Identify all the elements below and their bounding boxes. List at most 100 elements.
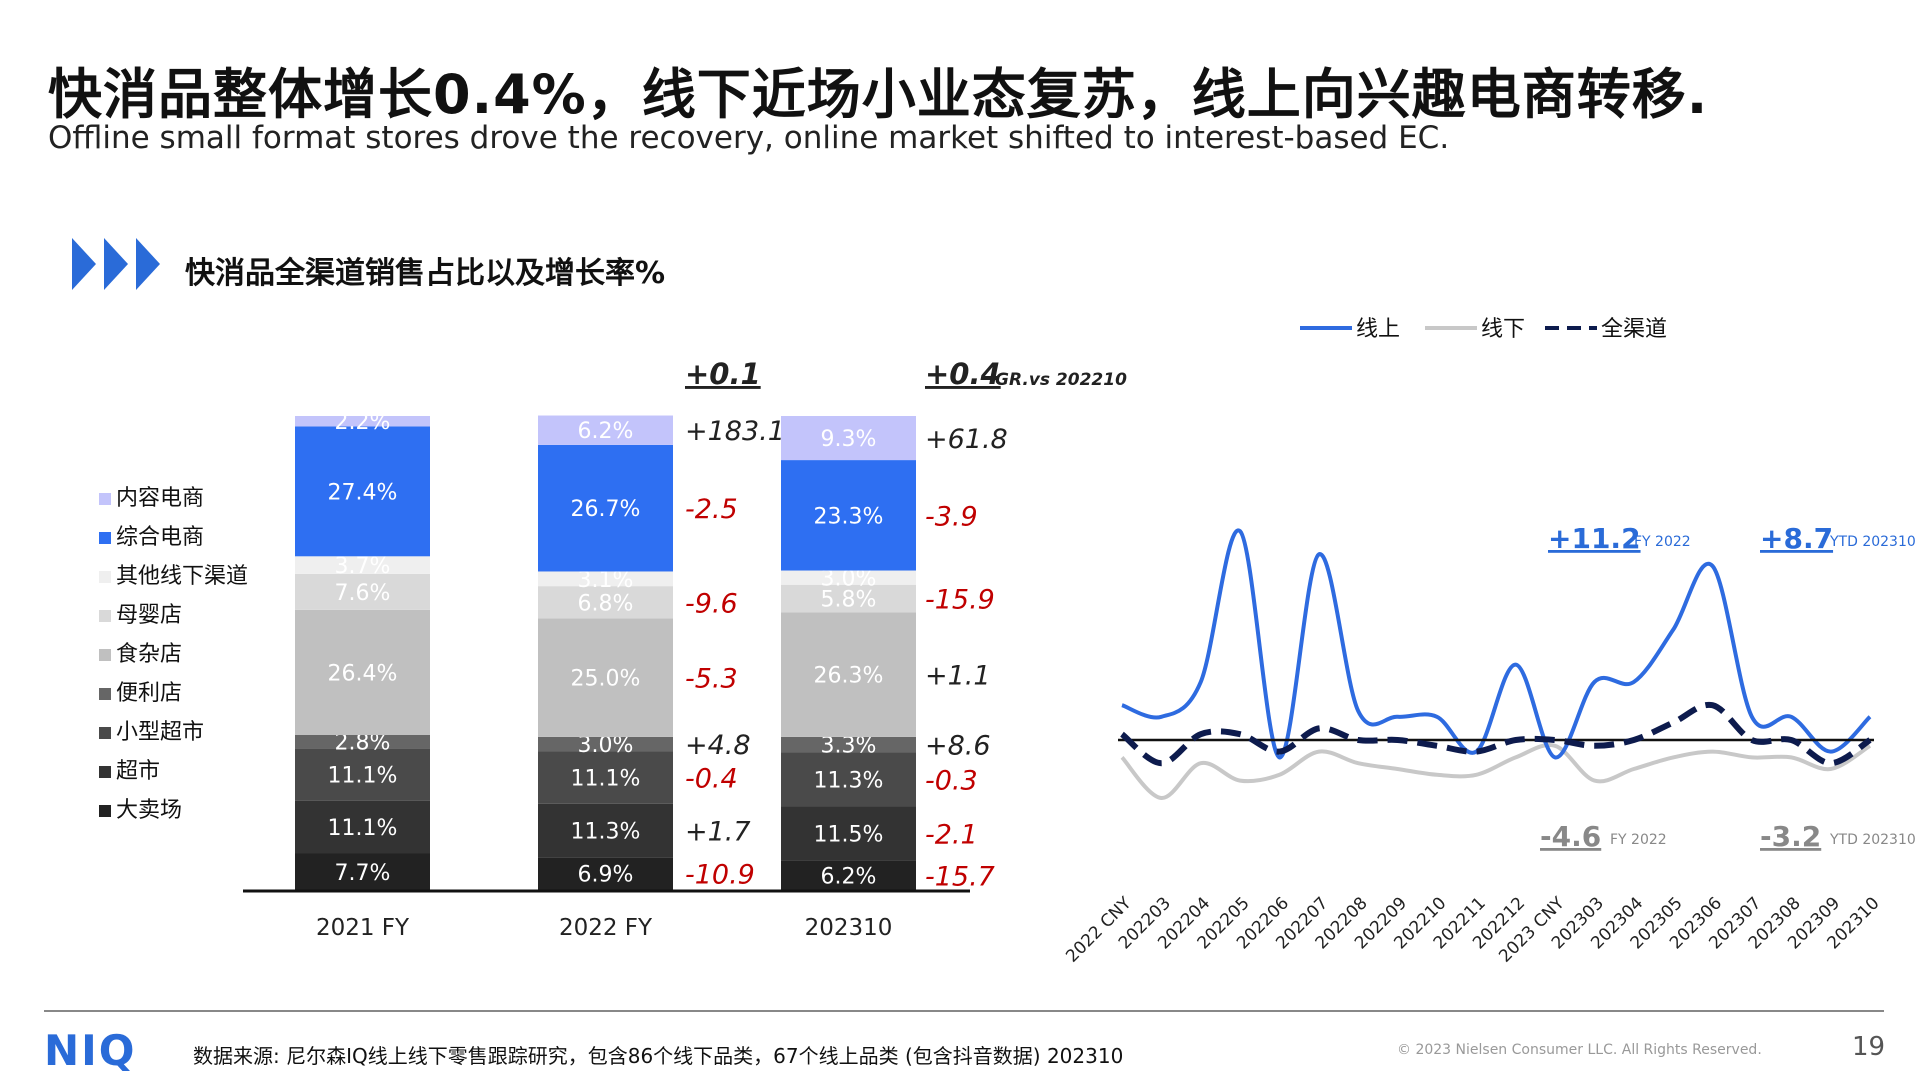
growth-label: +8.6	[925, 731, 991, 762]
legend-label: 食杂店	[116, 642, 182, 667]
legend-label: 母婴店	[116, 603, 182, 628]
bar-segment-0-1	[295, 800, 430, 854]
bar-segment-0-3	[295, 735, 430, 749]
bar-data-label: 6.2%	[821, 864, 877, 889]
growth-label: +1.1	[925, 661, 991, 692]
annotation-note: FY 2022	[1634, 534, 1691, 550]
bar-segment-1-8	[538, 415, 673, 445]
bar-data-label: 6.8%	[578, 591, 634, 616]
bar-segment-2-1	[781, 806, 916, 861]
bar-segment-2-0	[781, 860, 916, 890]
bar-data-label: 26.4%	[328, 661, 398, 686]
bar-segment-2-7	[781, 460, 916, 571]
copyright: © 2023 Nielsen Consumer LLC. All Rights …	[1397, 1042, 1762, 1058]
x-tick-label: 2021 FY	[316, 915, 410, 941]
bar-data-label: 11.1%	[328, 816, 398, 841]
legend-label: 便利店	[116, 681, 182, 706]
x-tick-label: 202310	[805, 915, 893, 941]
total-growth-label: +0.4	[925, 357, 1001, 391]
annotation-value: +8.7	[1760, 522, 1833, 555]
total-growth-note: GR.vs 202210	[995, 370, 1127, 390]
growth-label: -2.1	[925, 819, 978, 850]
growth-label: -2.5	[685, 494, 738, 525]
total-growth-label: +0.1	[685, 357, 761, 391]
annotation-note: FY 2022	[1610, 832, 1667, 848]
legend-label: 小型超市	[116, 720, 204, 745]
bar-data-label: 23.3%	[814, 504, 884, 529]
legend-swatch	[99, 571, 111, 583]
stacked-bar-chart: 7.7%11.1%11.1%2.8%26.4%7.6%3.7%27.4%2.2%…	[99, 357, 1127, 941]
bar-data-label: 7.7%	[335, 861, 391, 886]
growth-label: -10.9	[685, 860, 755, 891]
bar-segment-1-6	[538, 571, 673, 587]
growth-label: +1.7	[685, 817, 751, 848]
bar-segment-0-5	[295, 573, 430, 610]
legend-label: 大卖场	[116, 798, 182, 823]
series-line-offline	[1120, 742, 1872, 800]
growth-label: +4.8	[685, 730, 751, 761]
legend-label: 内容电商	[116, 486, 204, 511]
bar-segment-2-3	[781, 736, 916, 753]
bar-segment-0-7	[295, 426, 430, 557]
legend-label: 线下	[1481, 317, 1525, 342]
x-tick-label: 2022 FY	[559, 915, 653, 941]
annotation-value: -3.2	[1760, 820, 1821, 853]
bar-segment-2-6	[781, 570, 916, 585]
footer-divider	[44, 1010, 1884, 1012]
legend-label: 综合电商	[116, 525, 204, 550]
growth-label: -5.3	[685, 664, 738, 695]
bar-data-label: 9.3%	[821, 427, 877, 452]
bar-segment-1-5	[538, 586, 673, 619]
series-line-online	[1121, 528, 1872, 760]
bar-segment-0-8	[295, 416, 430, 427]
bar-data-label: 11.1%	[328, 764, 398, 789]
bar-data-label: 11.3%	[571, 820, 641, 845]
legend-swatch	[99, 493, 111, 505]
bar-data-label: 7.6%	[335, 581, 391, 606]
bar-data-label: 27.4%	[328, 480, 398, 505]
bar-data-label: 3.3%	[821, 734, 877, 759]
page-number: 19	[1852, 1032, 1886, 1062]
bar-data-label: 26.7%	[571, 497, 641, 522]
bar-segment-1-2	[538, 751, 673, 804]
annotation-value: +11.2	[1548, 522, 1641, 555]
bar-segment-1-1	[538, 803, 673, 858]
page-title: 快消品整体增长0.4%，线下近场小业态复苏，线上向兴趣电商转移.	[48, 63, 1709, 126]
legend-swatch	[99, 727, 111, 739]
bar-segment-1-7	[538, 444, 673, 572]
bar-data-label: 25.0%	[571, 667, 641, 692]
bar-segment-1-4	[538, 618, 673, 737]
bar-segment-0-2	[295, 748, 430, 801]
bar-data-label: 6.2%	[578, 419, 634, 444]
bar-segment-1-0	[538, 857, 673, 890]
bar-data-label: 3.0%	[821, 567, 877, 592]
section-title: 快消品全渠道销售占比以及增长率%	[185, 256, 666, 291]
legend-swatch	[99, 805, 111, 817]
bar-segment-0-4	[295, 609, 430, 736]
bar-segment-1-3	[538, 736, 673, 752]
legend-label: 全渠道	[1601, 317, 1667, 342]
page-subtitle: Offline small format stores drove the re…	[48, 120, 1450, 156]
bar-data-label: 5.8%	[821, 587, 877, 612]
bar-data-label: 6.9%	[578, 863, 634, 888]
bar-segment-2-2	[781, 752, 916, 807]
bar-data-label: 26.3%	[814, 664, 884, 689]
legend-label: 超市	[116, 759, 160, 784]
legend-swatch	[99, 766, 111, 778]
growth-label: -15.9	[925, 584, 995, 615]
data-source-note: 数据来源: 尼尔森IQ线上线下零售跟踪研究，包含86个线下品类，67个线上品类 …	[193, 1044, 1124, 1068]
growth-label: -0.3	[925, 765, 978, 796]
legend-label: 其他线下渠道	[116, 564, 248, 589]
bar-segment-0-6	[295, 556, 430, 574]
growth-label: +183.1	[685, 416, 785, 447]
niq-logo: NIQ	[44, 1026, 137, 1075]
annotation-note: YTD 202310	[1829, 534, 1916, 550]
legend-swatch	[99, 610, 111, 622]
bar-segment-0-0	[295, 853, 430, 890]
growth-label: -15.7	[925, 861, 995, 892]
series-line-total	[1120, 701, 1872, 767]
annotation-note: YTD 202310	[1829, 832, 1916, 848]
growth-label: -0.4	[685, 763, 738, 794]
growth-label: +61.8	[925, 424, 1008, 455]
bar-data-label: 11.5%	[814, 822, 884, 847]
